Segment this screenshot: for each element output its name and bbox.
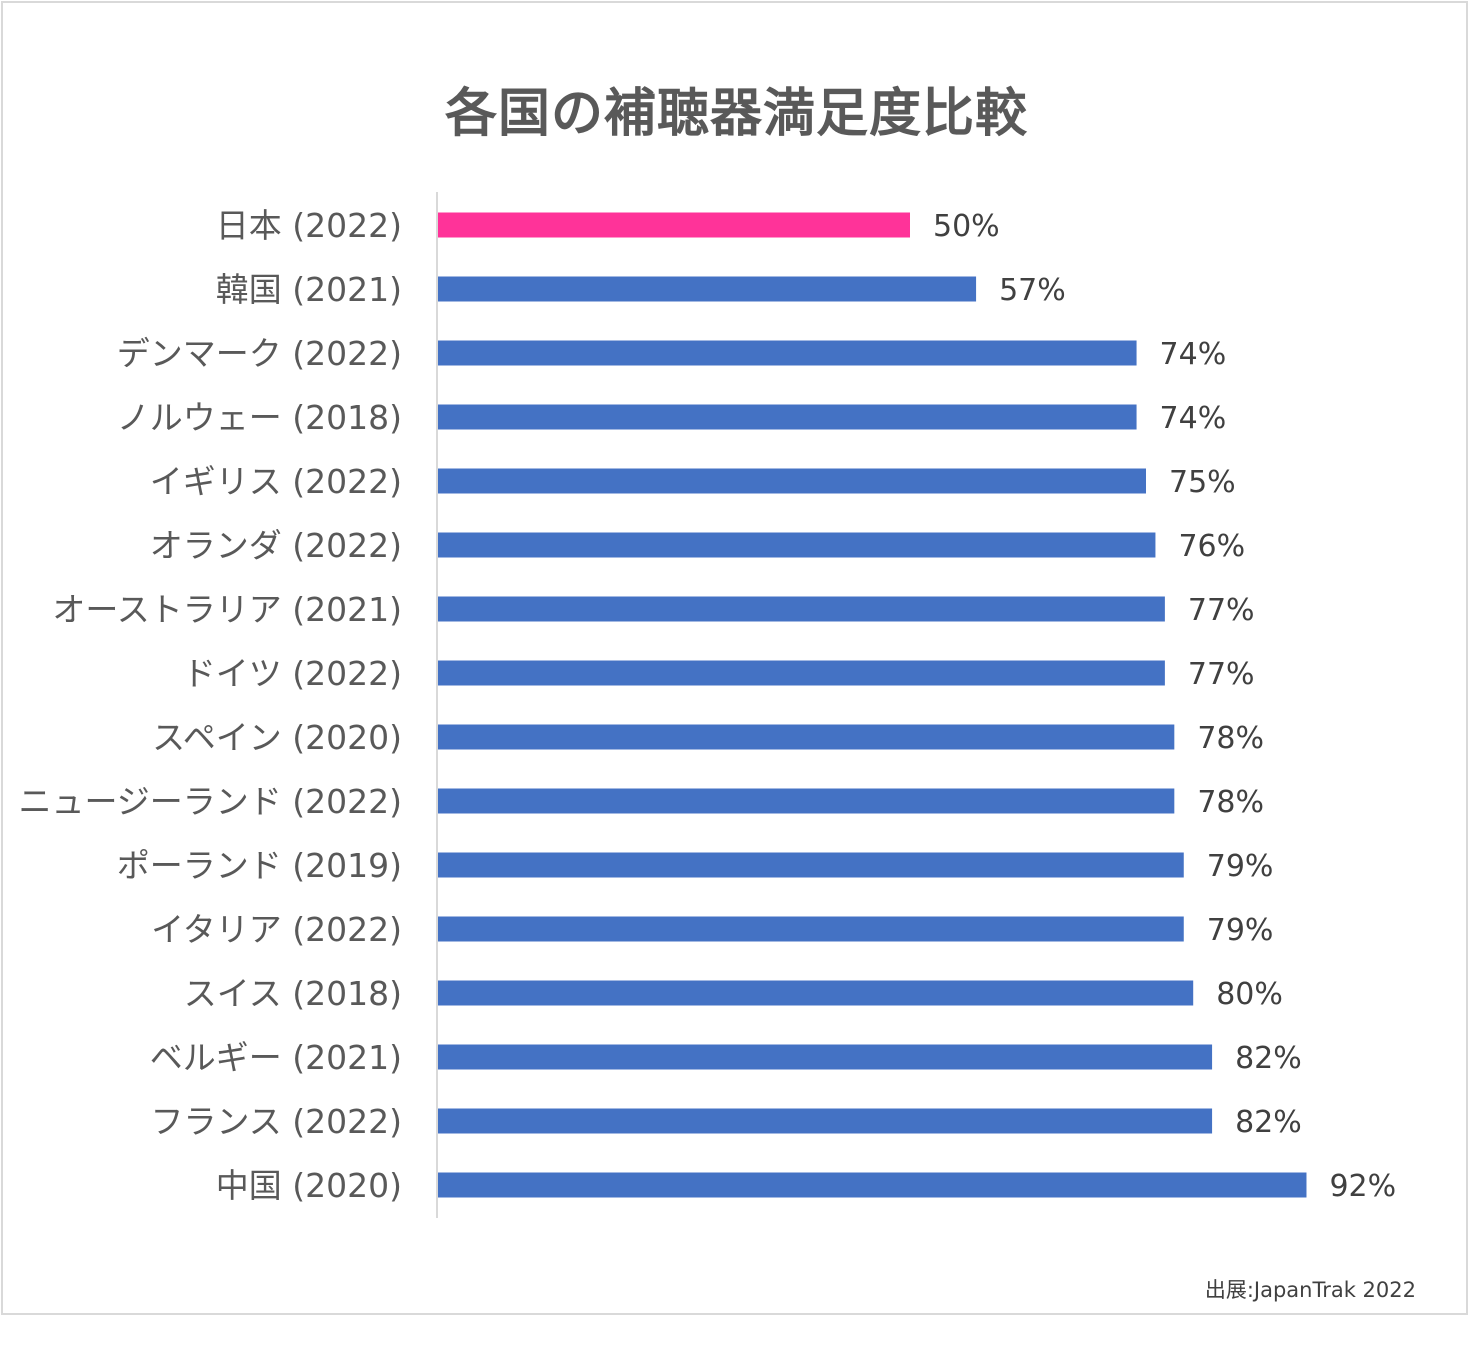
bar	[438, 468, 1146, 494]
bar	[438, 340, 1137, 366]
bar	[438, 980, 1194, 1006]
data-label: 76%	[1178, 529, 1245, 564]
category-label: ニュージーランド (2022)	[18, 782, 402, 821]
category-label: 中国 (2020)	[216, 1166, 402, 1205]
bars-group: 日本 (2022) 50% 韓国 (2021) 57% デンマーク (2022) 74% ノ…	[18, 206, 1396, 1205]
bar	[438, 916, 1184, 942]
bar	[438, 596, 1165, 622]
category-label: ノルウェー (2018)	[117, 398, 402, 437]
bar	[438, 1108, 1213, 1134]
category-label: 韓国 (2021)	[216, 270, 402, 309]
category-label: デンマーク (2022)	[117, 334, 402, 373]
data-label: 77%	[1188, 593, 1255, 628]
data-label: 50%	[933, 209, 1000, 244]
bar	[438, 852, 1184, 878]
data-label: 74%	[1160, 401, 1227, 436]
bar	[438, 532, 1156, 558]
data-label: 82%	[1235, 1105, 1302, 1140]
category-label: スイス (2018)	[184, 974, 402, 1013]
bar	[438, 1044, 1213, 1070]
data-label: 92%	[1329, 1169, 1396, 1204]
category-label: イギリス (2022)	[150, 462, 402, 501]
bar	[438, 276, 977, 302]
category-label: ベルギー (2021)	[150, 1038, 402, 1077]
data-label: 80%	[1216, 977, 1283, 1012]
data-label: 78%	[1197, 721, 1264, 756]
data-label: 78%	[1197, 785, 1264, 820]
bar	[438, 1172, 1307, 1198]
category-label: イタリア (2022)	[151, 910, 402, 949]
chart-title: 各国の補聴器満足度比較	[444, 84, 1028, 144]
category-label: オーストラリア (2021)	[52, 590, 402, 629]
bar	[438, 212, 910, 238]
data-label: 82%	[1235, 1041, 1302, 1076]
bar	[438, 788, 1175, 814]
data-label: 79%	[1207, 849, 1274, 884]
bar	[438, 404, 1137, 430]
category-label: ポーランド (2019)	[117, 846, 402, 885]
category-label: 日本 (2022)	[216, 206, 402, 245]
category-label: オランダ (2022)	[150, 526, 402, 565]
bar	[438, 724, 1175, 750]
data-label: 77%	[1188, 657, 1255, 692]
chart-source: 出展:JapanTrak 2022	[1204, 1278, 1416, 1302]
data-label: 74%	[1160, 337, 1227, 372]
category-label: ドイツ (2022)	[183, 654, 402, 693]
bar	[438, 660, 1165, 686]
category-label: フランス (2022)	[150, 1102, 402, 1141]
data-label: 57%	[999, 273, 1066, 308]
data-label: 75%	[1169, 465, 1236, 500]
category-label: スペイン (2020)	[152, 718, 402, 757]
data-label: 79%	[1207, 913, 1274, 948]
